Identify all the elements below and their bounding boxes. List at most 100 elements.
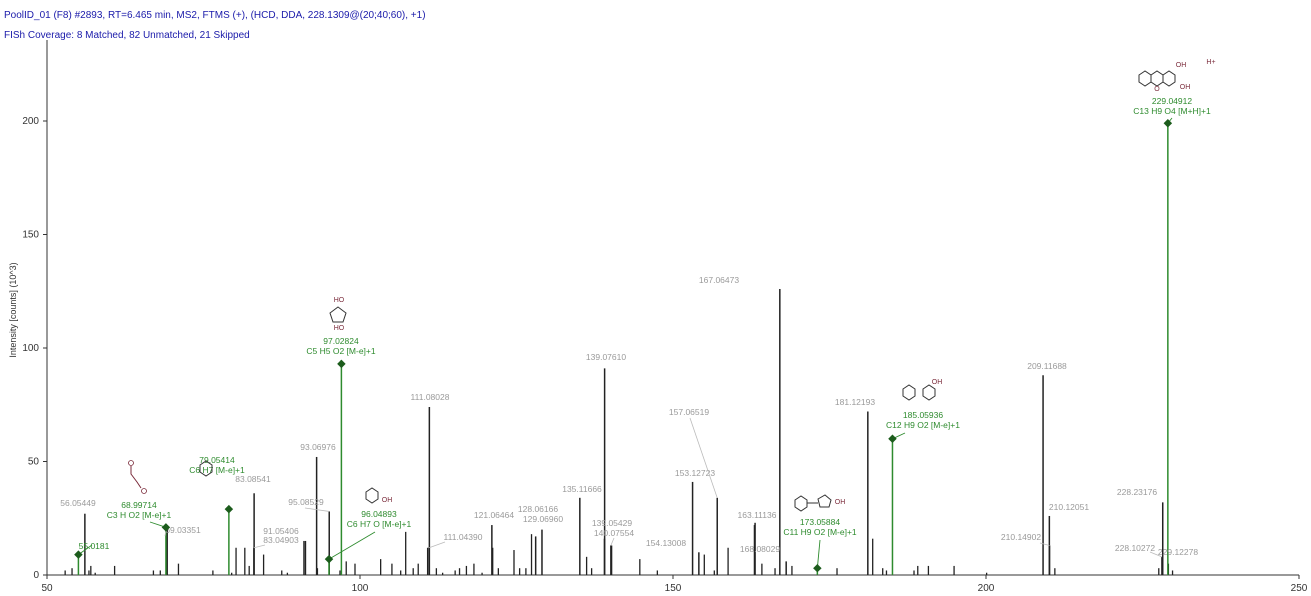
furan-ring bbox=[329, 306, 347, 323]
matched-diamond bbox=[74, 550, 83, 559]
matched-formula-label: C5 H5 O2 [M-e]+1 bbox=[306, 346, 375, 356]
matched-mz-label: 79.05414 bbox=[199, 455, 235, 465]
matched-diamond bbox=[888, 434, 897, 444]
matched-mz-label: 68.99714 bbox=[121, 500, 157, 510]
peak-label: 111.04390 bbox=[444, 532, 483, 542]
peak-label: 135.11666 bbox=[562, 484, 602, 494]
peak-label: 210.12051 bbox=[1049, 502, 1089, 512]
peak-label: 139.05429 bbox=[592, 518, 632, 528]
peak-label: 228.10272 bbox=[1115, 543, 1155, 553]
peak-label: 168.08029 bbox=[740, 544, 780, 554]
label-leader bbox=[304, 507, 330, 512]
label-leader bbox=[428, 541, 446, 549]
x-tick-label: 200 bbox=[978, 583, 995, 594]
matched-formula-label: C12 H9 O2 [M-e]+1 bbox=[886, 420, 960, 430]
peak-label: 56.05449 bbox=[60, 498, 96, 508]
y-axis-label: Intensity [counts] (10^3) bbox=[8, 262, 18, 357]
phenol-ring bbox=[365, 487, 379, 504]
matched-mz-label: 185.05936 bbox=[903, 410, 943, 420]
peak-label: 139.07610 bbox=[586, 352, 626, 362]
matched-leader bbox=[328, 531, 376, 560]
peak-label: 228.23176 bbox=[1117, 487, 1157, 497]
peak-label: 229.12278 bbox=[1158, 547, 1198, 557]
coverage-header: FISh Coverage: 8 Matched, 82 Unmatched, … bbox=[4, 30, 250, 41]
y-tick-label: 100 bbox=[22, 343, 39, 354]
label-leader bbox=[1039, 542, 1050, 546]
peak-label: 69.03351 bbox=[165, 525, 201, 535]
structure-label: H+ bbox=[1206, 59, 1215, 66]
peak-label: 210.14902 bbox=[1001, 532, 1041, 542]
peak-labels: 56.05449 69.03351 83.08541 91.0540683.04903… bbox=[60, 96, 1211, 573]
matched-diamond bbox=[324, 554, 334, 564]
matched-diamond bbox=[1163, 119, 1173, 128]
matched-leader bbox=[816, 539, 821, 569]
matched-mz-label: 55.0181 bbox=[79, 541, 110, 551]
structure-bond bbox=[130, 466, 142, 489]
peak-label: 154.13008 bbox=[646, 538, 686, 548]
structure-label: OH bbox=[382, 497, 393, 504]
y-tick-label: 200 bbox=[22, 116, 39, 127]
spectrum-header: PoolID_01 (F8) #2893, RT=6.465 min, MS2,… bbox=[4, 10, 426, 21]
structure-label: OH bbox=[835, 499, 846, 506]
structure-label: OH bbox=[1180, 84, 1191, 91]
structure-label: HO bbox=[334, 325, 345, 332]
structures: HO HO OH OH OH OH OH O H+ bbox=[128, 59, 1216, 512]
x-tick-label: 150 bbox=[665, 583, 682, 594]
peak-label: 181.12193 bbox=[835, 397, 875, 407]
matched-peaks bbox=[77, 123, 1169, 575]
x-tick-label: 100 bbox=[352, 583, 369, 594]
matched-formula-label: C11 H9 O2 [M-e]+1 bbox=[783, 527, 857, 537]
x-tick-label: 50 bbox=[41, 583, 53, 594]
structure-label: O bbox=[1154, 86, 1160, 93]
phenyl-ring bbox=[922, 384, 936, 401]
matched-mz-label: 229.04912 bbox=[1152, 96, 1192, 106]
peak-label: 95.08529 bbox=[288, 497, 324, 507]
peak-label: 91.05406 bbox=[263, 526, 299, 536]
matched-formula-label: C13 H9 O4 [M+H]+1 bbox=[1133, 106, 1211, 116]
pyranone-ring bbox=[1150, 70, 1164, 87]
peak-label: 153.12723 bbox=[675, 468, 715, 478]
y-tick-label: 50 bbox=[28, 457, 40, 468]
structure-label: HO bbox=[334, 297, 345, 304]
label-leader bbox=[253, 544, 266, 549]
aromatic-ring bbox=[1162, 70, 1176, 87]
peak-label: 163.11136 bbox=[738, 510, 777, 520]
matched-formula-label: C6 H7 [M-e]+1 bbox=[189, 465, 245, 475]
peak-label: 167.06473 bbox=[699, 275, 739, 285]
matched-formula-label: C6 H7 O [M-e]+1 bbox=[347, 519, 412, 529]
structure-atom bbox=[128, 460, 134, 466]
matched-mz-label: 96.04893 bbox=[361, 509, 397, 519]
structure-atom bbox=[141, 488, 147, 494]
peak-label: 111.08028 bbox=[411, 392, 450, 402]
label-leader bbox=[689, 417, 718, 498]
phenyl-ring bbox=[902, 384, 916, 401]
structure-label: OH bbox=[1176, 62, 1187, 69]
structure-label: OH bbox=[932, 379, 943, 386]
label-leader bbox=[610, 537, 615, 546]
peak-label: 83.04903 bbox=[263, 535, 299, 545]
matched-formula-label: C3 H O2 [M-e]+1 bbox=[107, 510, 172, 520]
peak-label: 93.06976 bbox=[300, 442, 336, 452]
peak-label: 157.06519 bbox=[669, 407, 709, 417]
x-tick-label: 250 bbox=[1291, 583, 1308, 594]
peak-label: 140.07554 bbox=[594, 528, 634, 538]
peak-label: 121.06464 bbox=[474, 510, 514, 520]
benzene-ring bbox=[199, 460, 213, 477]
aromatic-ring bbox=[1138, 70, 1152, 87]
y-tick-label: 0 bbox=[33, 570, 39, 581]
y-tick-label: 150 bbox=[22, 230, 39, 241]
peak-label: 128.06166 bbox=[518, 504, 558, 514]
matched-diamond bbox=[224, 504, 234, 514]
peak-label: 209.11688 bbox=[1027, 361, 1067, 371]
peak-label: 129.06960 bbox=[523, 514, 563, 524]
matched-diamond bbox=[337, 359, 346, 369]
matched-diamond bbox=[813, 563, 822, 573]
matched-mz-label: 97.02824 bbox=[323, 336, 359, 346]
label-leader bbox=[1149, 551, 1163, 558]
furan-ring bbox=[817, 494, 832, 508]
matched-mz-label: 173.05884 bbox=[800, 517, 840, 527]
phenyl-ring bbox=[794, 495, 808, 512]
peak-label: 83.08541 bbox=[235, 474, 271, 484]
